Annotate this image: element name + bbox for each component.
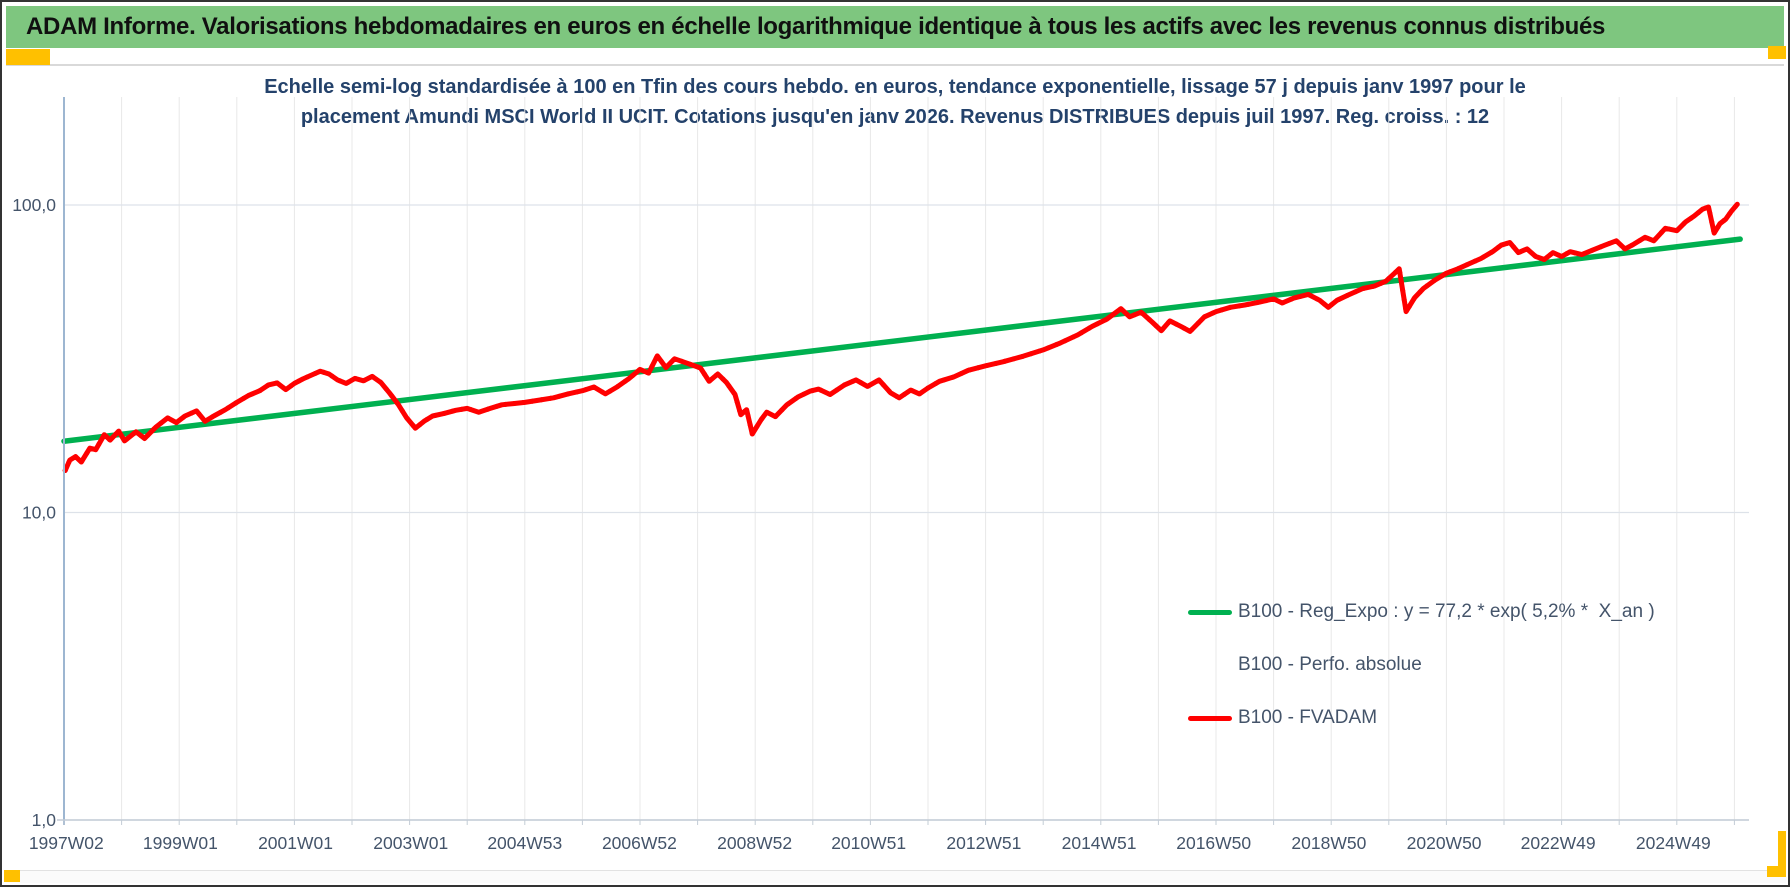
bottom-strip <box>4 870 1786 883</box>
y-axis-tick-label: 1,0 <box>32 810 57 830</box>
legend-item-fvadam[interactable]: B100 - FVADAM <box>1188 702 1628 734</box>
x-axis-tick-label: 1997W02 <box>29 833 104 853</box>
x-axis-tick-label: 2008W52 <box>717 833 792 853</box>
x-axis-tick-label: 2012W51 <box>946 833 1021 853</box>
x-axis-tick-label: 2020W50 <box>1407 833 1482 853</box>
series-reg-expo-line <box>61 236 1743 444</box>
red-solid-line-legend-icon <box>1188 715 1232 721</box>
x-axis-tick-label: 2001W01 <box>258 833 333 853</box>
legend-label-reg-expo: B100 - Reg_Expo : y = 77,2 * exp( 5,2% *… <box>1238 601 1655 622</box>
gold-accent-bottom-left <box>4 870 20 882</box>
header-title: ADAM Informe. Valorisations hebdomadaire… <box>26 13 1606 40</box>
green-trendline-legend-icon <box>1188 609 1232 615</box>
x-axis-tick-label: 2006W52 <box>602 833 677 853</box>
legend-label-fvadam: B100 - FVADAM <box>1238 707 1378 728</box>
chart-title-line-2: placement Amundi MSCI World II UCIT. Cot… <box>300 106 1490 128</box>
chart-legend: B100 - Reg_Expo : y = 77,2 * exp( 5,2% *… <box>1188 596 1655 755</box>
y-axis-tick-label: 100,0 <box>12 195 56 215</box>
chart-title-line-1: Echelle semi-log standardisée à 100 en T… <box>264 76 1526 98</box>
chart-title: Echelle semi-log standardisée à 100 en T… <box>62 72 1728 132</box>
gold-accent-top-left <box>6 49 50 65</box>
x-axis-tick-label: 2014W51 <box>1062 833 1137 853</box>
x-axis-tick-label: 2024W49 <box>1636 833 1711 853</box>
legend-label-perfo-absolue: B100 - Perfo. absolue <box>1238 654 1422 675</box>
series-perfo-absolue-line <box>62 201 1740 473</box>
x-axis-tick-label: 2018W50 <box>1291 833 1366 853</box>
x-axis-tick-label: 2003W01 <box>373 833 448 853</box>
x-axis-tick-label: 2022W49 <box>1521 833 1596 853</box>
x-axis-tick-label: 2004W53 <box>487 833 562 853</box>
series-fvadam-line <box>62 201 1740 473</box>
header-divider <box>6 48 1784 66</box>
header-bar: ADAM Informe. Valorisations hebdomadaire… <box>6 6 1784 48</box>
red-dotted-line-legend-icon <box>1188 662 1232 669</box>
legend-item-reg-expo[interactable]: B100 - Reg_Expo : y = 77,2 * exp( 5,2% *… <box>1188 596 1655 628</box>
x-axis-tick-label: 1999W01 <box>143 833 218 853</box>
gold-accent-bottom-right-foot <box>1767 866 1786 877</box>
legend-item-perfo-absolue[interactable]: B100 - Perfo. absolue <box>1188 649 1628 681</box>
gold-accent-bottom-right-bar <box>1778 831 1786 877</box>
y-axis-tick-label: 10,0 <box>22 503 56 523</box>
gold-accent-top-right <box>1768 46 1786 59</box>
x-axis-tick-label: 2016W50 <box>1176 833 1251 853</box>
x-axis-tick-label: 2010W51 <box>831 833 906 853</box>
